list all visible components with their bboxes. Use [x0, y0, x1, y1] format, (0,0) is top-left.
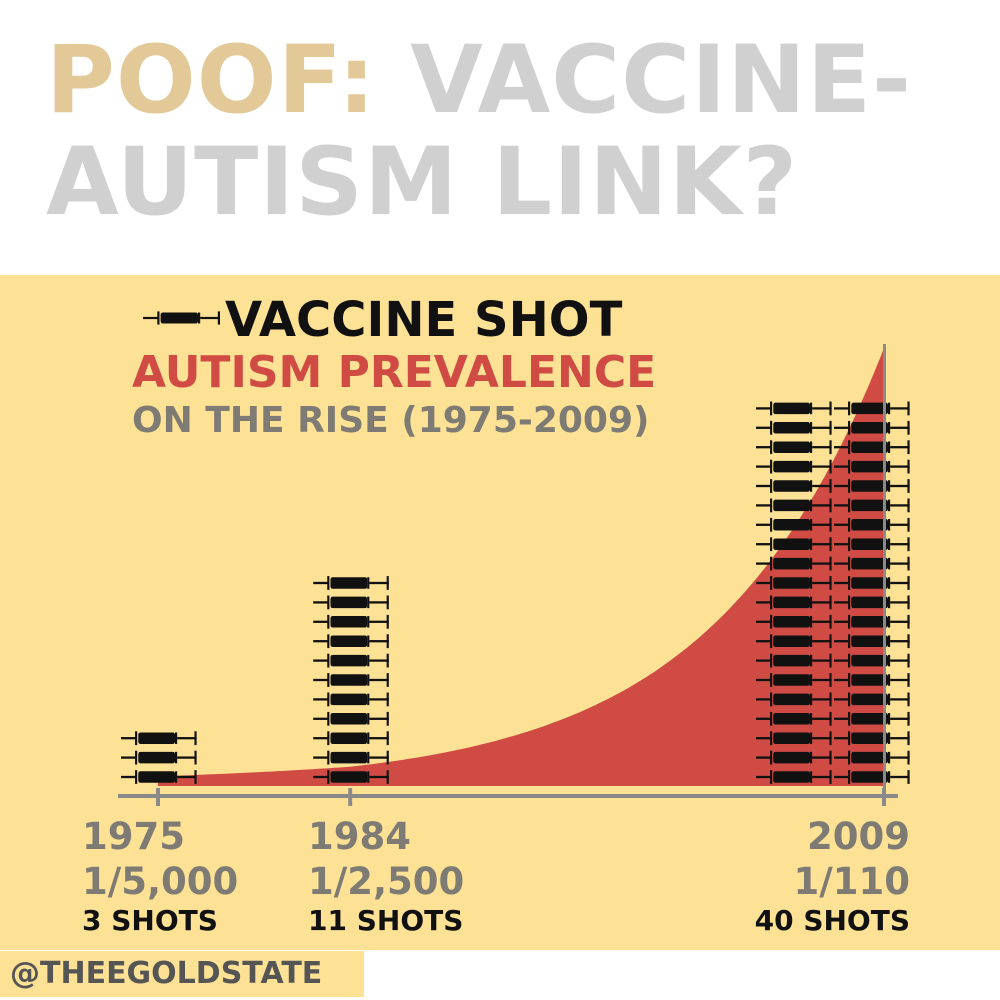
vaccine-shot-stack	[313, 576, 389, 784]
vaccine-shot-stack	[121, 731, 197, 784]
syringe-mark	[313, 595, 389, 610]
prevalence-label: 1/2,500	[308, 860, 465, 903]
syringe-mark	[834, 420, 910, 435]
end-marker-line	[883, 344, 886, 788]
year-label: 2009	[807, 815, 910, 858]
syringe-mark	[313, 673, 389, 687]
syringe-mark	[121, 750, 197, 765]
headline-vaccine: VACCINE-	[410, 26, 913, 135]
autism-prevalence-area	[158, 348, 884, 786]
syringe-mark	[313, 731, 389, 746]
syringe-mark	[756, 401, 832, 416]
shots-label: 3 SHOTS	[82, 904, 218, 937]
legend-vaccine-shot: VACCINE SHOT	[225, 292, 623, 348]
x-axis-tick	[348, 788, 353, 806]
headline: POOF: VACCINE- AUTISM LINK?	[46, 30, 986, 234]
account-handle: @THEEGOLDSTATE	[0, 951, 364, 997]
syringe-mark	[834, 401, 910, 416]
syringe-mark	[756, 459, 832, 474]
year-label: 1975	[82, 815, 185, 858]
syringe-mark	[756, 440, 832, 455]
syringe-mark	[313, 750, 389, 765]
x-axis-tick	[882, 788, 886, 806]
syringe-icon	[143, 311, 220, 325]
syringe-mark	[756, 420, 832, 435]
syringe-mark	[313, 653, 389, 668]
legend-autism-prevalence: AUTISM PREVALENCE	[132, 347, 657, 398]
syringe-mark	[313, 711, 389, 726]
syringe-mark	[121, 731, 197, 746]
x-axis-line	[118, 794, 898, 798]
x-axis-tick	[156, 788, 160, 806]
prevalence-label: 1/5,000	[82, 860, 239, 903]
shots-label: 40 SHOTS	[754, 904, 910, 937]
year-label: 1984	[308, 815, 411, 858]
legend-subtitle: ON THE RISE (1975-2009)	[132, 400, 650, 441]
syringe-mark	[313, 692, 389, 707]
prevalence-label: 1/110	[793, 860, 911, 903]
syringe-mark	[313, 614, 389, 629]
headline-poof: POOF:	[46, 26, 377, 135]
syringe-mark	[313, 576, 389, 590]
headline-autism-link: AUTISM LINK?	[46, 128, 799, 237]
shots-label: 11 SHOTS	[308, 904, 464, 937]
syringe-mark	[313, 634, 389, 649]
